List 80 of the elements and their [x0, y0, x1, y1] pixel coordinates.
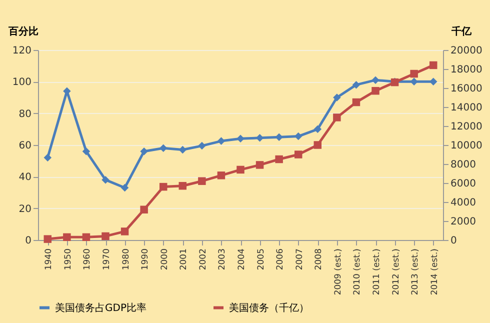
y2-tick-label: 12000: [450, 122, 482, 132]
point: [410, 70, 418, 78]
point: [198, 142, 206, 150]
y-tick-label: 40: [18, 172, 32, 184]
point: [410, 78, 418, 86]
x-tick-label: 1950: [63, 248, 74, 270]
x-tick-label: 2003: [218, 248, 228, 270]
point: [372, 86, 380, 95]
x-tick-label: 1980: [121, 248, 132, 270]
point: [217, 137, 226, 145]
point: [294, 150, 302, 158]
point: [44, 154, 52, 162]
y2-axis-title: 千亿: [450, 26, 472, 38]
y2-tick-label: 2000: [450, 216, 476, 228]
legend-label: 美国债务占GDP比率: [55, 302, 146, 314]
x-tick-label: 2001: [179, 248, 190, 270]
point: [372, 76, 380, 84]
point: [102, 176, 110, 184]
y2-tick-label: 20000: [450, 46, 482, 56]
point: [333, 114, 341, 122]
point: [294, 132, 302, 140]
x-tick-label: 2012 (est.): [391, 248, 402, 296]
y-axis-title: 百分比: [8, 26, 38, 38]
point: [82, 233, 90, 242]
x-tick-label: 2000: [160, 248, 170, 270]
point: [236, 134, 244, 143]
point: [140, 206, 148, 214]
x-tick-label: 2004: [237, 248, 247, 270]
x-tick-label: 1970: [102, 248, 112, 270]
x-tick-label: 2008: [314, 248, 324, 270]
x-tick-label: 1940: [44, 248, 54, 270]
x-tick-label: 1960: [82, 248, 93, 270]
point: [102, 232, 110, 240]
point: [352, 98, 360, 106]
point: [198, 177, 206, 185]
x-tick-label: 1990: [140, 248, 151, 270]
point: [236, 166, 244, 174]
point: [333, 94, 341, 102]
x-tick-label: 2014 (est.): [430, 248, 440, 296]
x-tick-label: 2013 (est.): [410, 248, 421, 296]
point: [159, 144, 168, 152]
y2-tick-label: 0: [450, 236, 457, 246]
x-tick-label: 2007: [294, 248, 305, 270]
point: [314, 125, 322, 134]
point: [275, 133, 283, 141]
point: [159, 182, 168, 191]
point: [82, 147, 90, 156]
y-tick-label: 120: [12, 46, 32, 56]
x-tick-label: 2010 (est.): [352, 248, 363, 296]
y-tick-label: 100: [12, 77, 32, 88]
x-tick-label: 2005: [256, 248, 266, 270]
point: [352, 80, 360, 89]
x-tick-label: 2011 (est.): [372, 248, 382, 296]
point: [178, 182, 187, 190]
point: [256, 161, 264, 169]
point: [429, 61, 438, 70]
y2-tick-label: 18000: [450, 64, 482, 76]
legend-label: 美国债务（千亿）: [229, 302, 309, 314]
point: [44, 235, 52, 243]
point: [275, 155, 283, 164]
y2-tick-label: 4000: [450, 198, 476, 208]
point: [217, 172, 226, 180]
y-tick-label: 80: [18, 108, 32, 120]
x-tick-label: 2009 (est.): [333, 248, 344, 296]
x-tick-label: 2002: [198, 248, 208, 270]
point: [63, 233, 71, 242]
y2-tick-label: 6000: [450, 178, 476, 190]
y2-tick-label: 16000: [450, 84, 482, 94]
y-tick-label: 20: [18, 204, 32, 215]
point: [140, 147, 148, 156]
point: [120, 184, 129, 192]
point: [178, 146, 187, 154]
y-tick-label: 0: [25, 236, 32, 246]
y-tick-label: 60: [18, 140, 32, 152]
y2-tick-label: 14000: [450, 102, 482, 114]
x-tick-label: 2006: [276, 248, 286, 270]
y2-tick-label: 8000: [450, 160, 476, 170]
point: [314, 141, 322, 149]
point: [120, 228, 129, 236]
y2-tick-label: 10000: [450, 140, 482, 152]
